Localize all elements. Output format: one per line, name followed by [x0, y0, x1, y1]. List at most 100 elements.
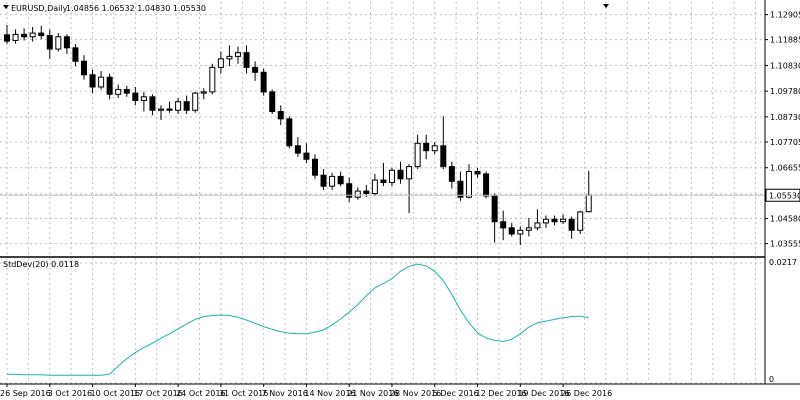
x-tick-label: 14 Nov 2016 — [304, 389, 355, 398]
candle-bull — [55, 36, 62, 50]
y-tick-label: 1.12905 — [770, 11, 800, 20]
candle-bear — [243, 52, 250, 68]
candle-bull — [406, 166, 413, 180]
grid — [0, 2, 765, 384]
y-tick-label: 1.08730 — [770, 113, 800, 122]
candle-bull — [226, 55, 233, 60]
candle-bear — [294, 145, 301, 154]
candle-bull — [234, 52, 241, 57]
candle-bear — [183, 101, 190, 111]
candle-bull — [209, 66, 216, 93]
candle-bear — [106, 76, 113, 95]
candle-bull — [12, 33, 19, 41]
y-tick-label: 1.06655 — [770, 164, 800, 173]
stddev-indicator — [7, 263, 589, 376]
x-tick-label: 12 Dec 2016 — [476, 389, 527, 398]
candle-bear — [474, 170, 481, 175]
candle-bull — [577, 211, 584, 231]
candle-bear — [457, 180, 464, 198]
candle-bear — [551, 218, 558, 223]
y-tick-label: 1.07705 — [770, 138, 800, 147]
current-price-line: 1.05530 — [0, 188, 800, 202]
y-tick-label: 1.10830 — [770, 61, 800, 70]
candle-bull — [534, 222, 541, 229]
candle-bear — [483, 173, 490, 197]
ohlc-label: 1.04856 1.06532 1.04830 1.05530 — [66, 4, 206, 13]
candle-bull — [542, 218, 549, 224]
candle-bull — [192, 92, 199, 111]
x-tick-label: 5 Dec 2016 — [433, 389, 479, 398]
candle-bear — [166, 108, 173, 111]
candle-bear — [508, 227, 515, 235]
candle-bull — [175, 101, 182, 111]
y-tick-label: 1.03555 — [770, 240, 800, 249]
candle-bear — [320, 174, 327, 187]
candle-bear — [303, 152, 310, 160]
candle-bull — [414, 142, 421, 168]
candle-bear — [346, 183, 353, 198]
candle-bear — [38, 32, 45, 37]
y-tick-label: 1.09780 — [770, 87, 800, 96]
candle-bear — [252, 66, 259, 73]
symbol-label: EURUSD,Daily — [11, 4, 68, 13]
candle-bull — [157, 108, 164, 111]
candle-bear — [80, 60, 87, 76]
candle-bear — [123, 88, 130, 94]
triangle-down-icon[interactable] — [3, 5, 9, 9]
candle-bear — [363, 190, 370, 195]
candle-bear — [260, 71, 267, 93]
candle-bull — [371, 179, 378, 195]
y-tick-label: 1.11885 — [770, 36, 800, 45]
candle-bear — [423, 142, 430, 152]
candle-bear — [269, 91, 276, 112]
candle-bull — [115, 88, 122, 95]
x-tick-label: 28 Nov 2016 — [390, 389, 441, 398]
candles — [4, 25, 592, 245]
candle-bear — [380, 179, 387, 184]
candle-bull — [465, 170, 472, 198]
candle-bull — [140, 96, 147, 101]
candle-bear — [277, 110, 284, 120]
x-tick-label: 26 Sep 2016 — [0, 389, 51, 398]
candle-bear — [397, 169, 404, 180]
triangle-down-icon[interactable] — [603, 4, 609, 8]
candle-bear — [337, 175, 344, 185]
candle-bear — [311, 158, 318, 176]
candle-bull — [560, 218, 567, 223]
candle-bear — [21, 33, 28, 38]
candle-bull — [98, 76, 105, 88]
candle-bear — [440, 145, 447, 168]
stddev-line — [7, 263, 589, 376]
candle-bull — [585, 194, 592, 213]
x-tick-label: 31 Oct 2016 — [219, 389, 268, 398]
x-tick-label: 21 Nov 2016 — [347, 389, 398, 398]
candle-bear — [89, 74, 96, 88]
x-tick-label: 26 Dec 2016 — [561, 389, 612, 398]
candle-bear — [149, 96, 156, 111]
x-tick-label: 24 Oct 2016 — [176, 389, 225, 398]
candle-bear — [448, 166, 455, 182]
candle-bear — [46, 35, 53, 50]
candle-bull — [431, 145, 438, 152]
x-tick-label: 17 Oct 2016 — [133, 389, 182, 398]
indicator-axis-min: 0 — [769, 375, 774, 384]
candle-bear — [286, 118, 293, 147]
candle-bull — [217, 58, 224, 68]
x-tick-label: 19 Dec 2016 — [518, 389, 569, 398]
candle-bull — [29, 32, 36, 38]
x-tick-label: 7 Nov 2016 — [262, 389, 308, 398]
x-tick-label: 3 Oct 2016 — [48, 389, 92, 398]
candle-bear — [63, 36, 70, 49]
candle-bear — [4, 34, 10, 42]
current-price-label: 1.05530 — [769, 191, 800, 200]
candle-bull — [200, 91, 207, 94]
y-tick-label: 1.04580 — [770, 215, 800, 224]
candle-bear — [500, 221, 507, 229]
x-tick-label: 10 Oct 2016 — [91, 389, 140, 398]
indicator-label: StdDev(20) 0.0118 — [3, 260, 79, 269]
candle-bear — [72, 47, 79, 62]
candle-bull — [354, 190, 361, 198]
